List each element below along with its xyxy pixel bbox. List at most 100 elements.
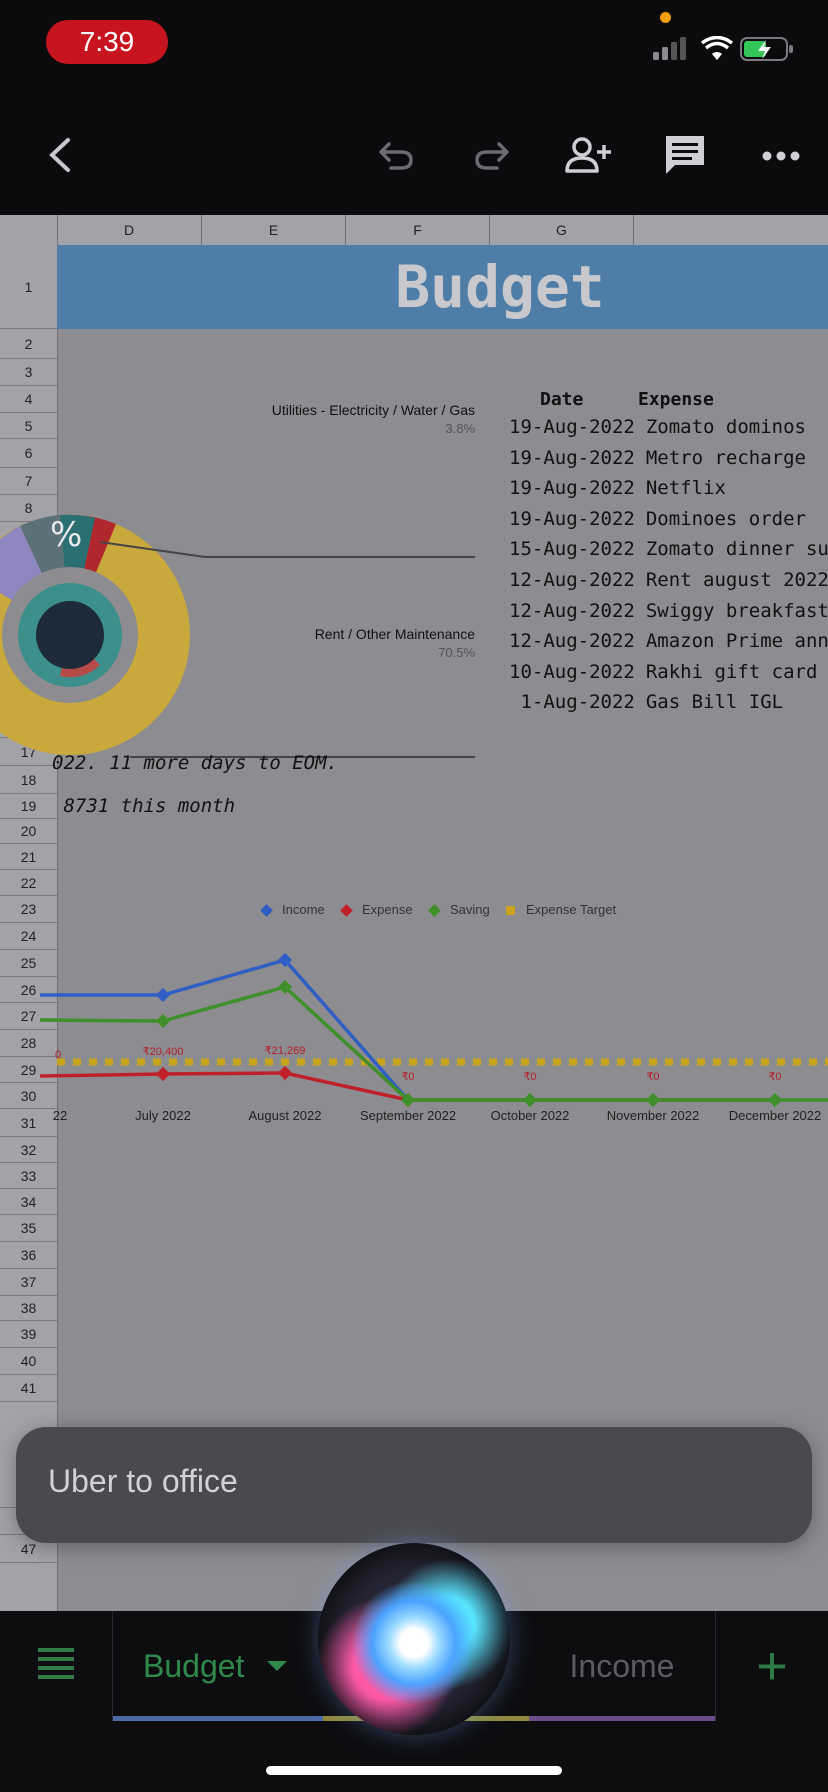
expense-row[interactable]: 19-Aug-2022 Zomato dominos [509, 416, 806, 438]
column-header[interactable]: G [490, 215, 634, 245]
row-header[interactable]: 39 [0, 1321, 57, 1348]
row-header[interactable]: 21 [0, 844, 57, 870]
row-header[interactable]: 23 [0, 896, 57, 923]
row-header[interactable]: 7 [0, 468, 57, 495]
row-header[interactable]: 35 [0, 1215, 57, 1242]
column-header[interactable]: F [346, 215, 490, 245]
x-axis-tick-label: 22 [52, 1108, 68, 1123]
add-person-icon[interactable] [560, 130, 616, 180]
legend-item: Expense [362, 902, 413, 917]
expense-row[interactable]: 19-Aug-2022 Dominoes order [509, 508, 806, 530]
signal-icon [653, 37, 686, 60]
add-sheet-button[interactable]: + [756, 1636, 788, 1696]
row-header[interactable]: 30 [0, 1083, 57, 1109]
days-left-note: 022. 11 more days to EOM. [52, 752, 338, 774]
row-header[interactable]: 33 [0, 1163, 57, 1189]
expense-row[interactable]: 19-Aug-2022 Metro recharge [509, 447, 806, 469]
legend-swatch [506, 906, 515, 915]
legend-swatch [428, 904, 441, 917]
column-header[interactable]: D [57, 215, 202, 245]
x-axis-tick-label: November 2022 [606, 1108, 700, 1123]
income-point [155, 987, 171, 1003]
row-header[interactable]: 37 [0, 1269, 57, 1296]
expense-row[interactable]: 12-Aug-2022 Rent august 2022 [509, 569, 828, 591]
expense-row[interactable]: 1-Aug-2022 Gas Bill IGL [509, 691, 783, 713]
redo-icon[interactable] [466, 132, 516, 178]
battery-charging-icon [740, 37, 793, 61]
more-icon[interactable] [756, 138, 806, 174]
chevron-down-icon[interactable] [266, 1659, 288, 1673]
undo-icon[interactable] [372, 132, 422, 178]
title-band [57, 245, 828, 329]
menu-icon[interactable] [36, 1645, 76, 1685]
row-header[interactable]: 36 [0, 1242, 57, 1269]
tab-divider [112, 1611, 113, 1721]
expense-name: Rakhi gift card [645, 660, 818, 683]
saving-point [155, 1013, 171, 1029]
row-header[interactable]: 18 [0, 766, 57, 794]
comment-icon[interactable] [660, 130, 710, 180]
tab-income[interactable]: Income [529, 1611, 715, 1721]
tab-budget[interactable]: Budget [113, 1611, 323, 1721]
expense-name: Netflix [645, 477, 726, 500]
tab-budget-label: Budget [143, 1647, 245, 1684]
row-header[interactable]: 20 [0, 819, 57, 844]
expense-row[interactable]: 19-Aug-2022 Netflix [509, 477, 726, 499]
row-header[interactable]: 41 [0, 1375, 57, 1402]
row-header[interactable]: 28 [0, 1030, 57, 1057]
legend-item: Expense Target [526, 902, 617, 917]
expense-row[interactable]: 10-Aug-2022 Rakhi gift card [509, 661, 817, 683]
expense-date: 12-Aug-2022 [509, 569, 635, 591]
row-header[interactable]: 22 [0, 870, 57, 896]
expense-name: Metro recharge [645, 446, 806, 469]
row-header[interactable]: 8 [0, 495, 57, 522]
data-label: ₹0 [768, 1071, 782, 1083]
saving-point [522, 1092, 538, 1108]
siri-orb-icon[interactable] [318, 1543, 510, 1735]
home-indicator[interactable] [266, 1766, 562, 1775]
row-header[interactable]: 4 [0, 386, 57, 413]
select-all-corner[interactable] [0, 215, 58, 245]
expense-date: 10-Aug-2022 [509, 660, 635, 683]
x-axis-tick-label: July 2022 [135, 1108, 191, 1123]
row-header[interactable]: 38 [0, 1296, 57, 1321]
expense-row[interactable]: 12-Aug-2022 Swiggy breakfast [509, 600, 828, 622]
tab-income-label: Income [569, 1647, 675, 1684]
row-header[interactable]: 40 [0, 1348, 57, 1375]
siri-suggestion-card[interactable] [16, 1427, 812, 1543]
row-header[interactable]: 26 [0, 977, 57, 1003]
row-header[interactable]: 2 [0, 329, 57, 359]
row-header[interactable]: 24 [0, 923, 57, 950]
column-header[interactable]: E [202, 215, 346, 245]
month-total-note: 8731 this month [52, 795, 236, 817]
row-header[interactable]: 3 [0, 359, 57, 386]
row-header[interactable]: 31 [0, 1109, 57, 1137]
tab-income-underline [529, 1716, 715, 1721]
expense-name: Rent august 2022 [645, 569, 828, 591]
expense-date: 19-Aug-2022 [509, 446, 635, 469]
expense-row[interactable]: 15-Aug-2022 Zomato dinner subw [509, 538, 828, 560]
donut-callout-value: 70.5% [438, 645, 475, 660]
row-header[interactable]: 29 [0, 1057, 57, 1083]
line-chart[interactable] [0, 215, 828, 1611]
expense-date: 1-Aug-2022 [509, 691, 635, 714]
row-header[interactable]: 5 [0, 413, 57, 439]
expense-point [155, 1066, 171, 1082]
back-icon[interactable] [38, 130, 84, 180]
row-header[interactable]: 34 [0, 1189, 57, 1215]
legend-item: Income [282, 902, 325, 917]
expense-row[interactable]: 12-Aug-2022 Amazon Prime annua [509, 630, 828, 652]
donut-chart[interactable] [0, 315, 500, 915]
row-header[interactable]: 1 [0, 245, 57, 329]
row-header[interactable]: 47 [0, 1535, 57, 1563]
wifi-icon [700, 36, 734, 60]
row-header[interactable]: 6 [0, 439, 57, 468]
row-header[interactable]: 32 [0, 1137, 57, 1163]
row-header[interactable]: 27 [0, 1003, 57, 1030]
row-header[interactable]: 19 [0, 794, 57, 819]
spreadsheet-grid[interactable]: D E F G 12345678910111213141516171819202… [0, 215, 828, 1611]
row-header[interactable]: 25 [0, 950, 57, 977]
expense-name: Gas Bill IGL [645, 691, 784, 714]
data-label: 0 [54, 1049, 62, 1061]
column-header-bar: D E F G [0, 215, 828, 246]
